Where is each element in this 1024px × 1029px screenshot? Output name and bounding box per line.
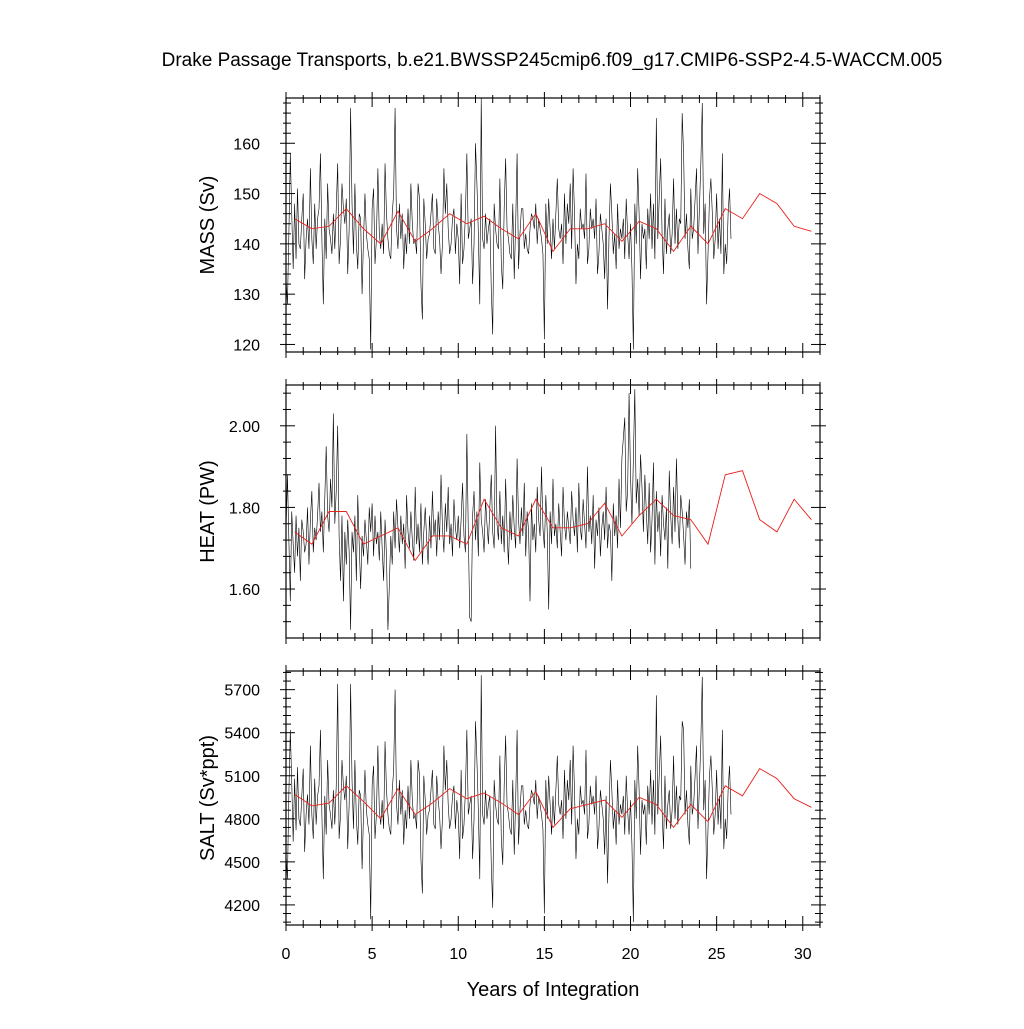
y-tick-label: 4500: [224, 855, 260, 872]
y-tick-label: 150: [233, 187, 260, 204]
x-tick-label: 30: [794, 946, 812, 963]
annual-mean-line: [294, 767, 812, 829]
y-axis-label: MASS (Sv): [197, 176, 219, 275]
monthly-series-line: [285, 389, 692, 630]
plot-frame: [285, 384, 821, 639]
annual-mean-line: [294, 470, 812, 562]
x-tick-label: 10: [449, 946, 467, 963]
y-tick-label: 2.00: [229, 419, 260, 436]
y-tick-label: 4200: [224, 898, 260, 915]
x-tick-label: 20: [622, 946, 640, 963]
panel-3: 4200 4500 4800 5100 5400 5700 SALT (Sv*ppt) 0 5 1…: [197, 665, 826, 963]
y-tick-label: 120: [233, 337, 260, 354]
y-tick-label: 5400: [224, 726, 260, 743]
x-axis-label: Years of Integration: [467, 979, 640, 1001]
y-tick-label: 5100: [224, 769, 260, 786]
monthly-series-line: [285, 97, 732, 350]
y-tick-label: 4800: [224, 812, 260, 829]
y-tick-label: 1.80: [229, 500, 260, 517]
y-axis-label: SALT (Sv*ppt): [197, 735, 219, 861]
x-tick-label: 15: [535, 946, 553, 963]
panel-2: 1.60 1.80 2.00 HEAT (PW): [197, 379, 826, 644]
plot-frame: [285, 670, 821, 926]
y-tick-label: 1.60: [229, 582, 260, 599]
x-tick-label: 25: [708, 946, 726, 963]
x-tick-label: 5: [368, 946, 377, 963]
y-tick-label: 5700: [224, 683, 260, 700]
y-tick-label: 140: [233, 237, 260, 254]
plot-frame: [285, 97, 821, 353]
panel-1: 120 130 140 150 160 MASS (Sv): [197, 92, 826, 358]
y-tick-label: 160: [233, 136, 260, 153]
chart-title: Drake Passage Transports, b.e21.BWSSP245…: [162, 50, 943, 71]
monthly-series-line: [285, 675, 732, 923]
y-axis-label: HEAT (PW): [197, 460, 219, 563]
x-tick-label: 0: [282, 946, 291, 963]
y-tick-label: 130: [233, 287, 260, 304]
annual-mean-line: [294, 192, 812, 253]
